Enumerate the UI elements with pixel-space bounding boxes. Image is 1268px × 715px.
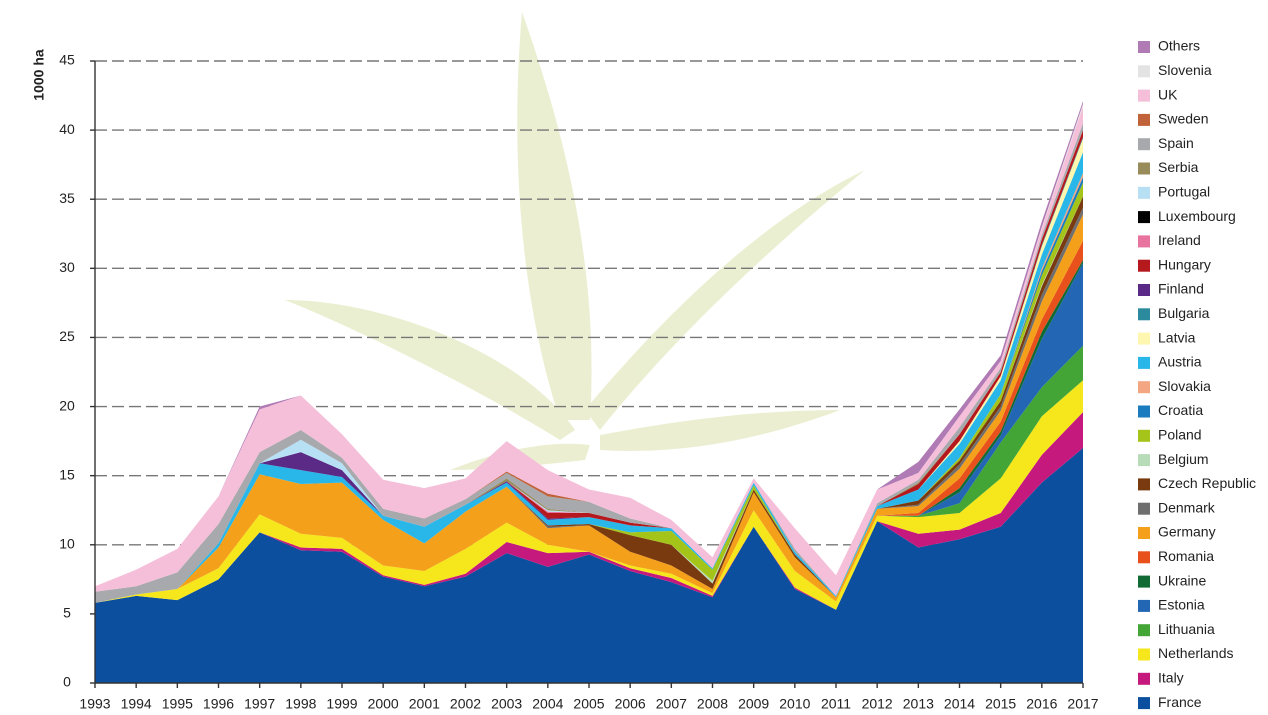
y-tick-label: 5 xyxy=(63,605,71,621)
legend-label: Netherlands xyxy=(1158,645,1234,661)
legend-label: Ukraine xyxy=(1158,572,1206,588)
legend-swatch xyxy=(1138,162,1150,175)
y-tick-label: 30 xyxy=(59,259,75,275)
legend-label: Romania xyxy=(1158,548,1214,564)
y-tick-label: 15 xyxy=(59,466,75,482)
legend-swatch xyxy=(1138,454,1150,467)
y-axis-label: 1000 ha xyxy=(31,49,47,101)
legend-swatch xyxy=(1138,89,1150,102)
y-tick-label: 25 xyxy=(59,328,75,344)
legend-swatch xyxy=(1138,381,1150,394)
legend-swatch xyxy=(1138,308,1150,321)
legend-swatch xyxy=(1138,624,1150,637)
legend-label: Lithuania xyxy=(1158,621,1215,637)
x-tick-label: 2004 xyxy=(532,696,563,712)
y-tick-label: 20 xyxy=(59,397,75,413)
legend-label: Germany xyxy=(1158,524,1216,540)
legend-label: Estonia xyxy=(1158,597,1205,613)
x-tick-label: 2009 xyxy=(738,696,769,712)
x-tick-label: 2000 xyxy=(368,696,399,712)
legend-label: Slovakia xyxy=(1158,378,1211,394)
legend-swatch xyxy=(1138,284,1150,296)
legend-swatch xyxy=(1138,599,1150,612)
legend-swatch xyxy=(1138,672,1150,685)
x-tick-label: 2008 xyxy=(697,696,728,712)
legend-label: Belgium xyxy=(1158,451,1209,467)
area xyxy=(95,214,1083,603)
legend-swatch xyxy=(1138,235,1150,248)
x-tick-label: 2011 xyxy=(821,696,851,712)
x-tick-label: 2013 xyxy=(903,696,934,712)
y-tick-label: 35 xyxy=(59,190,75,206)
legend-label: Serbia xyxy=(1158,159,1199,175)
legend-swatch xyxy=(1138,502,1150,515)
x-tick-label: 1998 xyxy=(285,696,316,712)
x-tick-label: 2015 xyxy=(985,696,1016,712)
legend-swatch xyxy=(1138,478,1150,491)
x-tick-label: 1994 xyxy=(121,696,152,712)
area xyxy=(95,106,1083,596)
legend-swatch xyxy=(1138,356,1150,369)
legend-swatch xyxy=(1138,575,1150,588)
x-tick-label: 2014 xyxy=(944,696,975,712)
x-tick-label: 2017 xyxy=(1067,696,1098,712)
y-tick-label: 40 xyxy=(59,121,75,137)
area xyxy=(95,380,1083,610)
x-tick-label: 1993 xyxy=(79,696,110,712)
legend-label: Ireland xyxy=(1158,232,1201,248)
legend-label: Portugal xyxy=(1158,184,1210,200)
legend-swatch xyxy=(1138,527,1150,539)
x-tick-label: 1997 xyxy=(244,696,275,712)
legend-swatch xyxy=(1138,211,1150,224)
x-tick-label: 2005 xyxy=(573,696,604,712)
x-tick-label: 2007 xyxy=(656,696,687,712)
legend-label: Spain xyxy=(1158,135,1194,151)
legend-swatch xyxy=(1138,259,1150,272)
legend-swatch xyxy=(1138,65,1150,78)
legend-swatch xyxy=(1138,332,1150,345)
legend-label: UK xyxy=(1158,86,1178,102)
legend-label: Sweden xyxy=(1158,111,1209,127)
y-tick-label: 45 xyxy=(59,52,75,68)
x-tick-label: 1995 xyxy=(162,696,193,712)
legend-swatch xyxy=(1138,138,1150,151)
legend-label: Slovenia xyxy=(1158,62,1212,78)
legend-label: Czech Republic xyxy=(1158,475,1256,491)
legend-label: Italy xyxy=(1158,670,1184,686)
legend-swatch xyxy=(1138,551,1150,564)
x-tick-label: 2016 xyxy=(1026,696,1057,712)
x-tick-label: 2010 xyxy=(779,696,810,712)
y-tick-label: 10 xyxy=(59,535,75,551)
x-tick-label: 2003 xyxy=(491,696,522,712)
x-tick-label: 1996 xyxy=(203,696,234,712)
legend-swatch xyxy=(1138,648,1150,661)
legend-label: Finland xyxy=(1158,281,1204,297)
y-tick-label: 0 xyxy=(63,674,71,690)
area xyxy=(95,123,1083,603)
x-tick-label: 1999 xyxy=(326,696,357,712)
legend-swatch xyxy=(1138,186,1150,199)
legend-label: Denmark xyxy=(1158,499,1216,515)
legend-label: Luxembourg xyxy=(1158,208,1236,224)
x-tick-label: 2001 xyxy=(409,696,440,712)
legend-label: Others xyxy=(1158,38,1200,54)
x-tick-label: 2006 xyxy=(615,696,646,712)
legend-label: Latvia xyxy=(1158,329,1196,345)
legend-swatch xyxy=(1138,405,1150,418)
x-tick-label: 2002 xyxy=(450,696,481,712)
legend-label: Poland xyxy=(1158,427,1202,443)
legend-label: Hungary xyxy=(1158,256,1211,272)
legend-label: France xyxy=(1158,694,1202,710)
legend-swatch xyxy=(1138,429,1150,442)
watermark-leaf xyxy=(285,12,865,470)
legend-swatch xyxy=(1138,697,1150,710)
area xyxy=(95,448,1083,683)
x-tick-label: 2012 xyxy=(862,696,893,712)
legend-swatch xyxy=(1138,41,1150,53)
legend-label: Bulgaria xyxy=(1158,305,1210,321)
legend-swatch xyxy=(1138,113,1150,126)
legend-label: Croatia xyxy=(1158,402,1203,418)
legend-label: Austria xyxy=(1158,354,1202,370)
